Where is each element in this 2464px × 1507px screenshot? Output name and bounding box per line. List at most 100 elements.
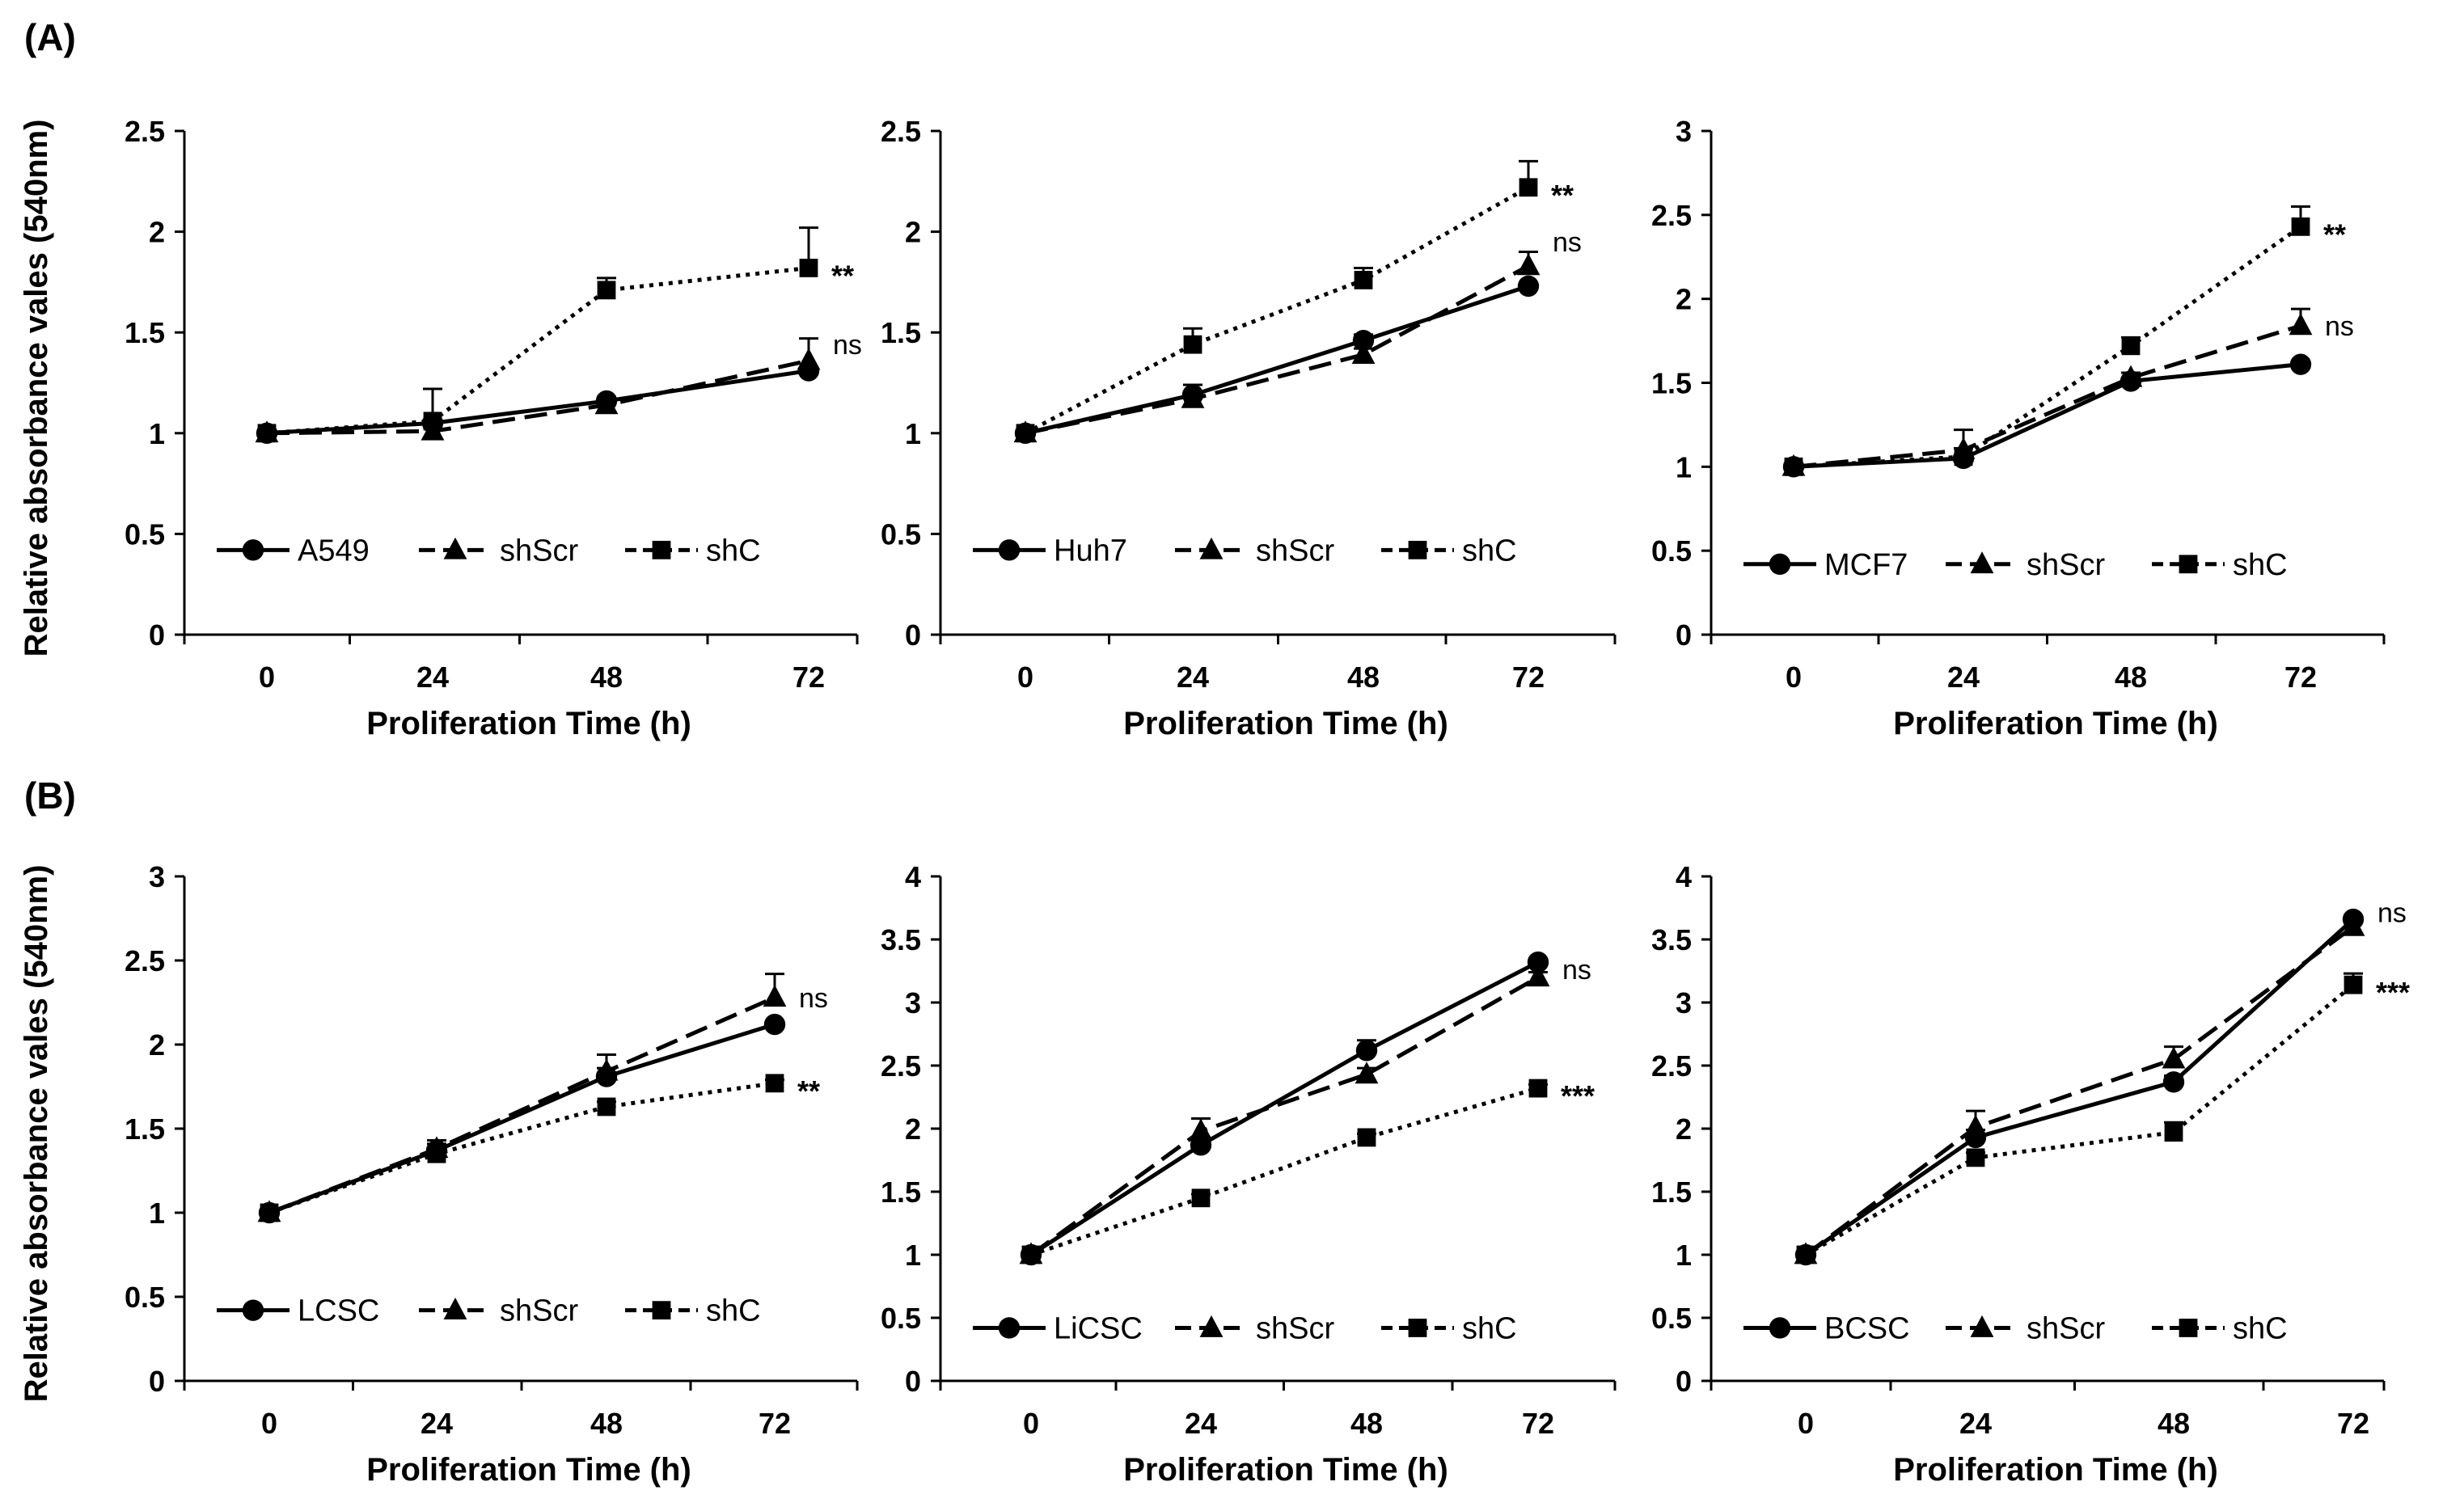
- legend-marker: [1408, 1319, 1427, 1337]
- y-tick-label: 0.5: [125, 1281, 165, 1314]
- y-tick-label: 0: [149, 1365, 165, 1398]
- y-tick-label: 3: [905, 986, 921, 1019]
- x-tick-label: 0: [261, 1407, 277, 1440]
- series-line: [1804, 918, 2355, 1257]
- data-point: [1189, 1118, 1213, 1141]
- y-tick-label: 2.5: [125, 115, 165, 148]
- data-point: [1181, 384, 1204, 406]
- series-Huh7: [1014, 275, 1540, 444]
- y-axis-label-bottom: Relative absorbance vales (540nm): [19, 865, 54, 1403]
- series-LCSC: [258, 1013, 786, 1224]
- x-tick-label: 24: [421, 1407, 453, 1440]
- legend-label: shC: [1462, 534, 1517, 568]
- panel-label-b: (B): [24, 775, 76, 817]
- data-point: [2120, 370, 2142, 392]
- ns-annotation: ns: [1562, 955, 1591, 986]
- legend-marker: [2179, 1319, 2198, 1337]
- legend-marker: [1769, 553, 1791, 575]
- x-tick-label: 48: [2115, 661, 2147, 694]
- series-line: [1025, 284, 1529, 436]
- series-shScr: [1794, 914, 2365, 1264]
- y-tick-label: 1.5: [125, 316, 165, 349]
- legend-marker: [1199, 537, 1224, 559]
- x-tick-label: 72: [792, 661, 825, 694]
- data-point: [1517, 275, 1540, 298]
- ns-annotation: ns: [799, 983, 828, 1014]
- series-shScr: [1781, 307, 2313, 476]
- legend-marker: [652, 1301, 671, 1320]
- x-tick-label: 24: [1947, 661, 1980, 694]
- x-axis-title: Proliferation Time (h): [1893, 1452, 2218, 1488]
- legend-item-shScr: shScr: [419, 534, 578, 568]
- legend-marker: [242, 1299, 264, 1321]
- legend-item-BCSC: BCSC: [1743, 1311, 1910, 1345]
- series-line: [1793, 323, 2301, 469]
- data-point: [2342, 908, 2365, 931]
- data-point: [1355, 1062, 1379, 1084]
- x-tick-label: 0: [1786, 661, 1802, 694]
- y-tick-label: 4: [1676, 860, 1692, 893]
- y-tick-label: 3.5: [1651, 923, 1692, 956]
- legend-label: shScr: [500, 1294, 578, 1328]
- data-point: [1966, 1148, 1985, 1167]
- legend-label: shC: [2233, 548, 2288, 582]
- data-point: [1964, 1126, 1987, 1149]
- series-LiCSC: [1020, 951, 1549, 1266]
- legend-label: shC: [1462, 1311, 1517, 1345]
- data-point: [2289, 353, 2312, 375]
- x-tick-label: 72: [2337, 1407, 2369, 1440]
- significance-annotation: ***: [2376, 976, 2410, 1009]
- legend-label: LCSC: [298, 1294, 379, 1328]
- data-point: [2344, 975, 2363, 994]
- data-point: [2162, 1071, 2185, 1093]
- y-tick-label: 3: [1676, 115, 1692, 148]
- data-point: [1794, 1243, 1817, 1266]
- y-tick-label: 2: [1676, 283, 1692, 316]
- data-point: [763, 985, 787, 1007]
- legend-item-shScr: shScr: [1175, 534, 1334, 568]
- data-point: [1519, 178, 1538, 197]
- legend-label: LiCSC: [1054, 1311, 1143, 1345]
- legend-item-shC: shC: [1381, 534, 1517, 568]
- chart-panel-1: 0 0.5 1 1.5 2 2.5 0 24 48 72 Proliferation Time (h…: [125, 115, 862, 741]
- x-tick-label: 48: [590, 661, 623, 694]
- y-tick-label: 1: [1676, 1239, 1692, 1272]
- y-tick-label: 1.5: [1651, 1176, 1692, 1209]
- x-tick-label: 0: [1023, 1407, 1039, 1440]
- legend-label: BCSC: [1824, 1311, 1910, 1345]
- x-tick-label: 24: [416, 661, 449, 694]
- data-point: [1014, 422, 1037, 444]
- y-tick-label: 1.5: [881, 1176, 921, 1209]
- ns-annotation: ns: [2325, 311, 2354, 342]
- legend-item-shScr: shScr: [419, 1294, 578, 1328]
- data-point: [1020, 1243, 1042, 1266]
- data-point: [421, 412, 444, 434]
- data-point: [1352, 329, 1375, 352]
- data-point: [1183, 335, 1202, 354]
- ns-annotation: ns: [833, 330, 862, 361]
- legend-item-Huh7: Huh7: [973, 534, 1127, 568]
- x-tick-label: 48: [2158, 1407, 2190, 1440]
- legend-item-A549: A549: [217, 534, 370, 568]
- series-A549: [256, 360, 820, 444]
- legend-marker: [1199, 1315, 1224, 1337]
- y-tick-label: 0.5: [125, 517, 165, 551]
- legend-label: shScr: [1256, 1311, 1334, 1345]
- series-line: [266, 358, 809, 436]
- x-tick-label: 24: [1177, 661, 1209, 694]
- data-point: [258, 1201, 281, 1224]
- legend-item-shC: shC: [625, 1294, 761, 1328]
- legend-marker: [998, 539, 1021, 561]
- legend-label: A549: [298, 534, 370, 568]
- y-tick-label: 2.5: [125, 944, 165, 977]
- data-point: [595, 1066, 618, 1087]
- data-point: [797, 360, 820, 382]
- y-tick-label: 1: [905, 1239, 921, 1272]
- data-point: [1354, 271, 1373, 289]
- x-tick-label: 48: [1347, 661, 1380, 694]
- x-tick-label: 48: [590, 1407, 623, 1440]
- significance-annotation: ***: [1561, 1079, 1595, 1112]
- y-tick-label: 0: [905, 1365, 921, 1398]
- data-point: [1357, 1128, 1376, 1147]
